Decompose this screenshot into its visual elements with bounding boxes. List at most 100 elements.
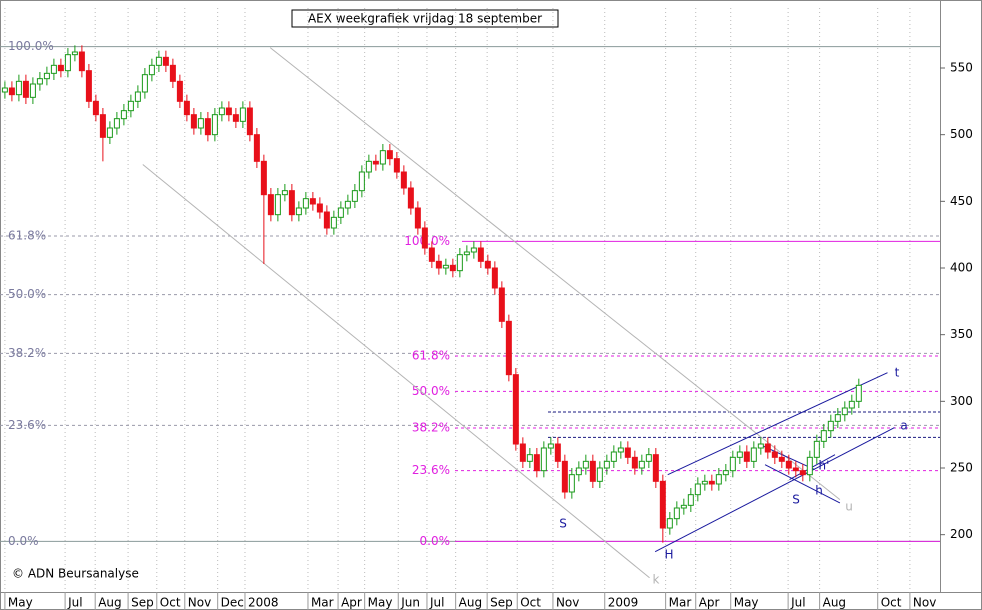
candle-body [610,451,617,462]
candle-body [687,494,694,506]
candle-body [78,51,85,72]
candle-body [190,114,197,129]
x-tick-label: May [734,596,759,610]
x-tick-label: Sep [490,596,513,610]
annotation: a [900,419,907,433]
candle-body [477,247,484,262]
candle-body [484,260,491,269]
candle-body [323,211,330,229]
candle-body [1,87,8,93]
fib-level-label: 50.0% [8,287,46,301]
candle-body [218,107,225,116]
candle-body [414,207,421,229]
y-tick-label: 350 [950,327,973,341]
candle-body [834,414,841,422]
candle-body [505,320,512,376]
fib-level-label: 0.0% [8,534,39,548]
candle-body [232,114,239,122]
candle-body [15,80,22,96]
candle-body [715,474,722,485]
trend-line [654,427,895,553]
y-tick-label: 500 [950,127,973,141]
candle-body [778,456,785,462]
candle-body [813,440,820,458]
candle-body [617,447,624,453]
candle-body [785,460,792,469]
candle-body [393,158,400,173]
candle-body [736,451,743,458]
candle-body [288,190,295,216]
annotation: k [653,573,660,587]
x-tick-label: Jun [400,596,420,610]
candle-body [855,384,862,402]
candle-body [8,87,15,96]
candle-body [50,64,57,74]
y-tick-label: 450 [950,194,973,208]
trend-line [667,372,888,476]
x-tick-label: Aug [459,596,482,610]
candle-body [554,443,561,462]
y-tick-label: 250 [950,461,973,475]
candle-body [253,134,260,162]
candle-body [246,107,253,136]
candle-body [750,447,757,462]
x-tick-label: Nov [556,596,579,610]
candle-body [771,451,778,458]
x-tick-label: Aug [823,596,846,610]
annotation: h [815,484,823,498]
fib-level-label: 23.6% [8,418,46,432]
candle-body [708,480,715,485]
candle-body [827,420,834,432]
candle-body [463,251,470,256]
candle-body [274,194,281,216]
candle-body [820,430,827,442]
candle-body [127,100,134,112]
candle-body [302,198,309,209]
candle-body [428,247,435,262]
x-tick-label: Jul [790,596,805,610]
candle-body [638,460,645,469]
candle-body [204,118,211,136]
candle-body [379,150,386,165]
candle-body [729,456,736,472]
candle-body [491,267,498,289]
y-tick-label: 400 [950,261,973,275]
x-tick-label: 2009 [608,596,639,610]
candle-body [792,467,799,472]
candle-body [267,194,274,216]
candle-body [295,207,302,216]
candle-body [36,78,43,85]
candle-body [547,443,554,449]
candle-body [99,114,106,138]
y-tick-label: 200 [950,527,973,541]
fib-level-label: 38.2% [8,346,46,360]
candle-body [316,203,323,213]
candle-body [344,200,351,209]
x-tick-label: May [8,596,33,610]
y-tick-label: 300 [950,394,973,408]
trend-line [269,47,841,500]
candle-body [372,160,379,165]
candle-body [841,407,848,416]
x-tick-label: Mar [669,596,692,610]
candle-body [498,287,505,322]
candle-body [330,216,337,229]
candle-body [575,467,582,476]
x-tick-label: Dec [221,596,244,610]
candle-body [358,171,365,192]
fib-level-label: 61.8% [8,229,46,243]
title-box [291,9,559,28]
candle-body [120,110,127,120]
candle-body [680,504,687,509]
candle-body [239,107,246,122]
candle-body [526,454,533,462]
candle-body [743,451,750,462]
candle-body [260,160,267,196]
candle-body [456,254,463,272]
trend-line [142,164,650,579]
candle-body [71,51,78,56]
x-tick-label: Aug [98,596,121,610]
candle-body [43,72,50,80]
candle-body [211,114,218,136]
candle-body [666,518,673,529]
